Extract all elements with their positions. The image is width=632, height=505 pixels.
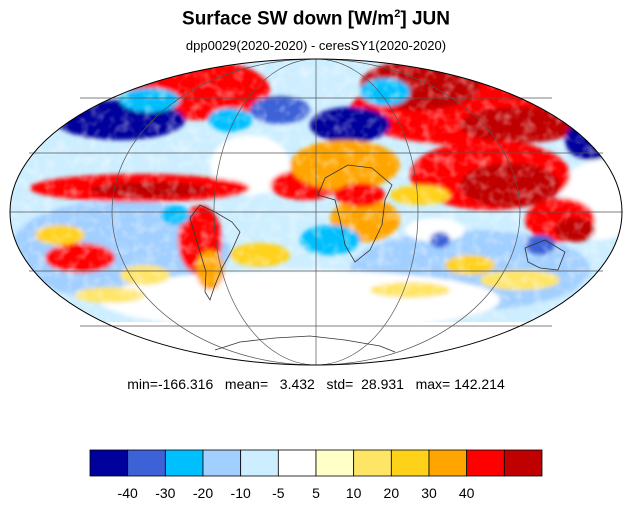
colorbar-tick-label: -30 [155,485,175,501]
colorbar-box [277,449,317,477]
colorbar-box [202,449,242,477]
anomaly-field [10,59,622,365]
colorbar-tick-label: 20 [384,485,400,501]
coastlines [189,164,566,353]
colorbar-box [240,449,279,477]
colorbar-box [164,449,204,477]
colorbar-tick-label: -40 [118,485,138,501]
colorbar-tick-label: -20 [193,485,213,501]
colorbar-boxes [89,449,543,477]
mollweide-map [9,58,623,366]
statistics-line: min=-166.316 mean= 3.432 std= 28.931 max… [127,376,505,392]
colorbar-box [315,449,355,477]
colorbar-tick-label: 30 [421,485,437,501]
colorbar-box [353,449,392,477]
globe-outline [9,58,623,366]
colorbar-box [503,449,543,477]
colorbar-tick-label: 40 [459,485,475,501]
colorbar-tick-label: -10 [231,485,251,501]
colorbar-box [466,449,505,477]
colorbar-box [390,449,430,477]
figure-title: Surface SW down [W/m2] JUN [182,8,450,30]
colorbar-box [428,449,468,477]
figure-subtitle: dpp0029(2020-2020) - ceresSY1(2020-2020) [185,38,447,53]
colorbar-tick-label: 5 [312,485,320,501]
colorbar-tick-label: 10 [346,485,362,501]
colorbar-box [127,449,166,477]
colorbar-tick-label: -5 [272,485,285,501]
colorbar-box [89,449,129,477]
colorbar-labels: -40 -30 -20 -10 -5 5 10 20 30 40 [118,485,475,501]
